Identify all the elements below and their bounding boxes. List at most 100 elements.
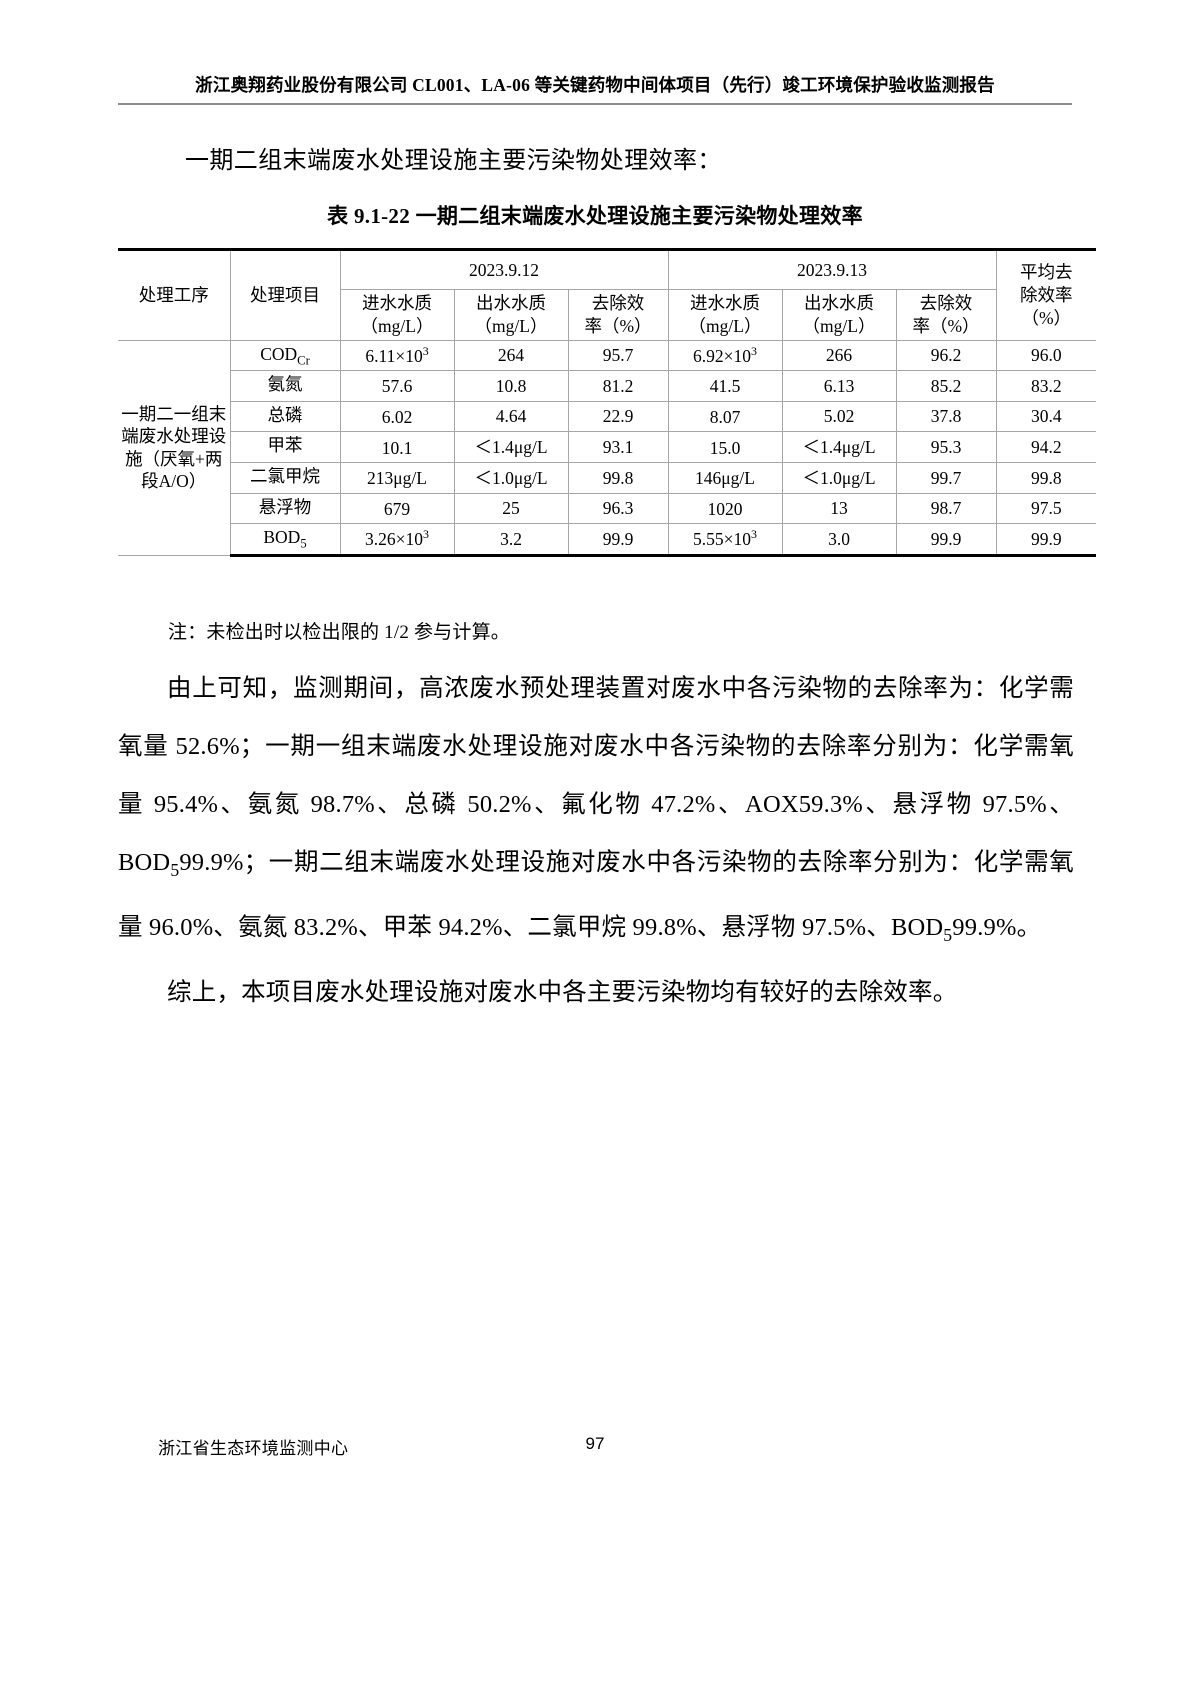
value-main: 146μg/L bbox=[695, 467, 755, 488]
th-d1-inflow-line1: 进水水质 bbox=[362, 293, 432, 313]
cell-d1-removal: 93.1 bbox=[567, 431, 669, 463]
cell-average: 94.2 bbox=[995, 431, 1096, 463]
cell-d2-outflow: ＜1.4μg/L bbox=[781, 431, 897, 463]
cell-d1-removal: 95.7 bbox=[567, 339, 669, 372]
cell-d1-removal: 99.9 bbox=[567, 523, 669, 557]
cell-d2-inflow: 146μg/L bbox=[667, 461, 783, 494]
item-main: 甲苯 bbox=[267, 435, 303, 456]
value-main: 6.11×10 bbox=[365, 345, 423, 366]
table-header-row-metrics: 进水水质 （mg/L） 出水水质 （mg/L） 去除效 率（%） bbox=[118, 289, 1096, 341]
cell-d2-removal: 37.8 bbox=[895, 400, 997, 433]
cell-item: CODCr bbox=[229, 339, 341, 372]
cell-d2-outflow: 13 bbox=[781, 492, 897, 525]
item-main: 二氯甲烷 bbox=[250, 465, 320, 486]
bod-subscript-1: 5 bbox=[170, 859, 180, 880]
cell-d1-outflow: 3.2 bbox=[453, 523, 569, 557]
cell-d2-inflow: 15.0 bbox=[667, 431, 783, 463]
cell-d2-removal: 85.2 bbox=[895, 370, 997, 402]
cell-average: 97.5 bbox=[995, 492, 1096, 525]
th-d1-inflow-line2: （mg/L） bbox=[360, 315, 434, 336]
cell-d1-removal: 81.2 bbox=[567, 370, 669, 402]
page-header: 浙江奥翔药业股份有限公司 CL001、LA-06 等关键药物中间体项目（先行）竣… bbox=[118, 74, 1072, 105]
cell-average: 30.4 bbox=[995, 400, 1096, 433]
th-average-line2: 除效率 bbox=[1020, 284, 1073, 305]
table-caption: 表 9.1-22 一期二组末端废水处理设施主要污染物处理效率 bbox=[327, 204, 863, 228]
cell-d2-removal: 99.7 bbox=[895, 461, 997, 494]
table-row: BOD5 3.26×103 3.2 99.9 5.55×103 3.0 99.9… bbox=[118, 523, 1096, 557]
cell-d2-inflow: 5.55×103 bbox=[667, 523, 783, 557]
th-d2-outflow-line2: （mg/L） bbox=[802, 315, 876, 336]
value-main: 213μg/L bbox=[367, 467, 427, 488]
item-sub: 5 bbox=[300, 536, 307, 551]
table-row: 甲苯 10.1 ＜1.4μg/L 93.1 15.0 ＜1.4μg/L 95.3… bbox=[118, 431, 1096, 463]
cell-average: 96.0 bbox=[995, 339, 1096, 372]
value-main: 10.1 bbox=[381, 437, 413, 458]
footer-page-number: 97 bbox=[585, 1434, 605, 1453]
cell-d1-removal: 22.9 bbox=[567, 400, 669, 433]
th-d2-removal-line1: 去除效 bbox=[919, 293, 973, 313]
th-average-removal: 平均去 除效率 （%） bbox=[995, 248, 1096, 341]
cell-d1-inflow: 10.1 bbox=[339, 431, 455, 463]
cell-average: 99.8 bbox=[995, 461, 1096, 494]
th-d1-inflow: 进水水质 （mg/L） bbox=[340, 289, 455, 341]
cell-item: 总磷 bbox=[230, 400, 341, 433]
footer-organization: 浙江省生态环境监测中心 bbox=[158, 1439, 349, 1458]
th-d1-outflow: 出水水质 （mg/L） bbox=[453, 289, 569, 341]
th-d2-outflow: 出水水质 （mg/L） bbox=[781, 289, 897, 341]
value-main: 41.5 bbox=[709, 376, 741, 397]
cell-d2-outflow: 266 bbox=[781, 339, 897, 372]
cell-process-name: 一期二一组末端废水处理设施（厌氧+两段A/O） bbox=[118, 339, 231, 556]
value-main: 6.02 bbox=[381, 406, 413, 427]
th-d1-outflow-line1: 出水水质 bbox=[476, 293, 546, 313]
cell-d1-inflow: 6.02 bbox=[339, 400, 455, 433]
value-main: 3.26×10 bbox=[365, 529, 424, 550]
th-average-line1: 平均去 bbox=[1020, 262, 1073, 283]
paragraph-2: 综上，本项目废水处理设施对废水中各主要污染物均有较好的去除效率。 bbox=[167, 978, 958, 1006]
th-date-group-1: 2023.9.12 bbox=[339, 248, 669, 290]
intro-line: 一期二组末端废水处理设施主要污染物处理效率： bbox=[185, 148, 722, 174]
cell-d1-inflow: 3.26×103 bbox=[339, 523, 455, 557]
cell-d2-removal: 96.2 bbox=[895, 339, 997, 372]
running-title: 浙江奥翔药业股份有限公司 CL001、LA-06 等关键药物中间体项目（先行）竣… bbox=[195, 75, 995, 95]
table-row: 氨氮 57.6 10.8 81.2 41.5 6.13 85.2 83.2 bbox=[118, 370, 1096, 402]
value-main: 6.92×10 bbox=[693, 345, 752, 366]
th-d2-removal-line2: 率（%） bbox=[912, 315, 980, 336]
cell-item: 二氯甲烷 bbox=[230, 461, 341, 494]
cell-d2-inflow: 6.92×103 bbox=[667, 339, 783, 372]
cell-d2-inflow: 1020 bbox=[667, 492, 783, 525]
item-main: 悬浮物 bbox=[258, 496, 312, 517]
value-main: 679 bbox=[383, 498, 411, 519]
th-d1-outflow-line2: （mg/L） bbox=[474, 315, 548, 336]
value-sup: 3 bbox=[751, 527, 757, 542]
value-main: 5.55×10 bbox=[693, 529, 752, 550]
cell-d1-outflow: 4.64 bbox=[453, 400, 569, 433]
table-note: 注：未检出时以检出限的 1/2 参与计算。 bbox=[168, 622, 510, 643]
table-row: 二氯甲烷 213μg/L ＜1.0μg/L 99.8 146μg/L ＜1.0μ… bbox=[118, 461, 1096, 494]
value-sup: 3 bbox=[751, 343, 757, 358]
cell-d1-inflow: 57.6 bbox=[339, 370, 455, 402]
cell-d2-outflow: 3.0 bbox=[781, 523, 897, 557]
th-d2-outflow-line1: 出水水质 bbox=[804, 293, 874, 313]
cell-d2-removal: 98.7 bbox=[895, 492, 997, 525]
paragraph-1-part-c: 99.9%。 bbox=[952, 913, 1042, 941]
item-main: 氨氮 bbox=[267, 374, 303, 395]
cell-d1-removal: 99.8 bbox=[567, 461, 669, 494]
th-d1-removal: 去除效 率（%） bbox=[567, 289, 669, 341]
item-main: BOD bbox=[263, 527, 301, 548]
table-row: 总磷 6.02 4.64 22.9 8.07 5.02 37.8 30.4 bbox=[118, 400, 1096, 433]
cell-average: 99.9 bbox=[995, 523, 1096, 557]
cell-d2-inflow: 8.07 bbox=[667, 400, 783, 433]
pollutant-efficiency-table: 处理工序 处理项目 2023.9.12 2023.9.13 平均去 除效率 （%… bbox=[118, 248, 1096, 557]
table-head: 处理工序 处理项目 2023.9.12 2023.9.13 平均去 除效率 （%… bbox=[118, 248, 1096, 341]
cell-item: 甲苯 bbox=[230, 431, 341, 463]
cell-item: 氨氮 bbox=[230, 370, 341, 402]
value-main: 57.6 bbox=[381, 376, 413, 397]
value-main: 8.07 bbox=[709, 406, 741, 427]
bod-subscript-2: 5 bbox=[943, 924, 953, 945]
cell-d1-outflow: ＜1.0μg/L bbox=[453, 461, 569, 494]
cell-item: 悬浮物 bbox=[230, 492, 341, 525]
cell-d2-outflow: ＜1.0μg/L bbox=[781, 461, 897, 494]
body-text: 由上可知，监测期间，高浓废水预处理装置对废水中各污染物的去除率为：化学需氧量 5… bbox=[118, 660, 1074, 1022]
cell-item: BOD5 bbox=[230, 523, 341, 557]
value-main: 15.0 bbox=[709, 437, 741, 458]
